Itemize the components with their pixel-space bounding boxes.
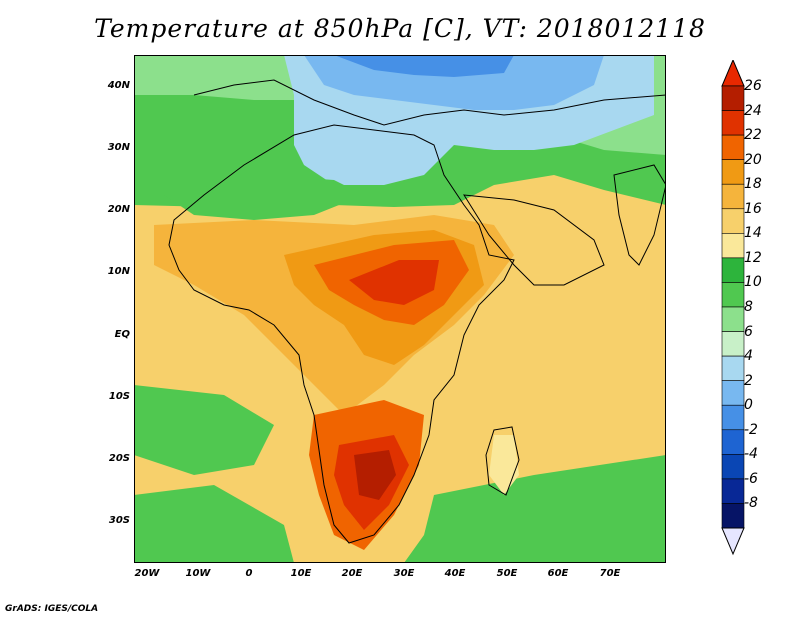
colorbar-cell: [721, 257, 745, 283]
colorbar-label: 20: [744, 151, 762, 168]
colorbar-cell: [721, 134, 745, 160]
field-southwest-green-2: [134, 485, 294, 563]
colorbar-cell: [721, 478, 745, 504]
colorbar-cell: [721, 331, 745, 357]
colorbar-cell: [721, 404, 745, 431]
colorbar-cell: [721, 454, 745, 480]
lat-label: EQ: [114, 329, 130, 340]
field-central-core: [349, 260, 439, 305]
colorbar-cell: [721, 233, 745, 259]
lat-label: 10S: [108, 391, 130, 402]
field-southeast-green: [404, 455, 666, 563]
colorbar-cell: [721, 282, 745, 308]
europe-coastline: [193, 79, 666, 126]
colorbar-label: 14: [744, 225, 762, 242]
lat-label: 20S: [108, 453, 130, 464]
field-south-hot: [354, 450, 396, 500]
india-coastline: [613, 164, 666, 266]
colorbar-label: 26: [744, 78, 762, 94]
footer-credit: GrADS: IGES/COLA: [5, 604, 99, 614]
colorbar-label: 6: [744, 323, 753, 340]
colorbar-label: -8: [744, 495, 758, 512]
colorbar-label: 0: [744, 397, 753, 414]
lon-label: 50E: [496, 568, 518, 579]
map-title: Temperature at 850hPa [C], VT: 201801211…: [94, 14, 706, 43]
colorbar-label: -6: [744, 470, 758, 487]
colorbar-label: 10: [744, 274, 762, 291]
colorbar-cell: [721, 306, 745, 332]
colorbar-cell: [721, 159, 745, 185]
temperature-map: [134, 55, 666, 563]
colorbar-label: -4: [744, 446, 758, 463]
arabia-coastline: [463, 194, 605, 286]
colorbar-label: 2: [744, 372, 753, 389]
lon-label: 30E: [393, 568, 415, 579]
colorbar-label: 16: [744, 200, 762, 217]
field-southwest-green: [134, 385, 274, 475]
africa-coastline: [168, 124, 515, 544]
madagascar-coastline: [485, 426, 520, 496]
colorbar-cell: [721, 208, 745, 234]
field-north-deepblue: [334, 55, 514, 77]
lon-label: 60E: [547, 568, 569, 579]
colorbar-cell: [721, 503, 745, 529]
colorbar: [721, 60, 745, 556]
lat-label: 10N: [107, 266, 130, 277]
colorbar-label: 8: [744, 299, 753, 315]
lat-label: 40N: [107, 80, 130, 91]
field-sahara-green: [164, 175, 364, 220]
colorbar-cell: [721, 355, 745, 381]
colorbar-label: -2: [744, 421, 758, 438]
colorbar-cell: [721, 183, 745, 210]
colorbar-label: 4: [744, 348, 753, 365]
colorbar-label: 24: [744, 102, 762, 119]
lon-label: 0: [245, 568, 253, 579]
colorbar-under-triangle: [721, 527, 745, 556]
lat-label: 20N: [107, 204, 130, 215]
colorbar-over-triangle: [721, 60, 745, 87]
colorbar-cell: [721, 429, 745, 455]
map-border: [134, 55, 666, 563]
lon-label: 10E: [290, 568, 312, 579]
lat-label: 30S: [108, 515, 130, 526]
colorbar-label: 18: [744, 176, 762, 193]
lon-label: 20W: [134, 568, 160, 579]
colorbar-cell: [721, 110, 745, 136]
colorbar-cell: [721, 380, 745, 406]
lon-label: 70E: [599, 568, 621, 579]
colorbar-cell: [721, 85, 745, 111]
colorbar-cells: [721, 85, 745, 529]
colorbar-label: 12: [744, 249, 762, 266]
lon-label: 20E: [341, 568, 363, 579]
colorbar-label: 22: [744, 127, 762, 144]
lon-label: 10W: [185, 568, 211, 579]
lat-label: 30N: [107, 142, 130, 153]
lon-label: 40E: [444, 568, 466, 579]
